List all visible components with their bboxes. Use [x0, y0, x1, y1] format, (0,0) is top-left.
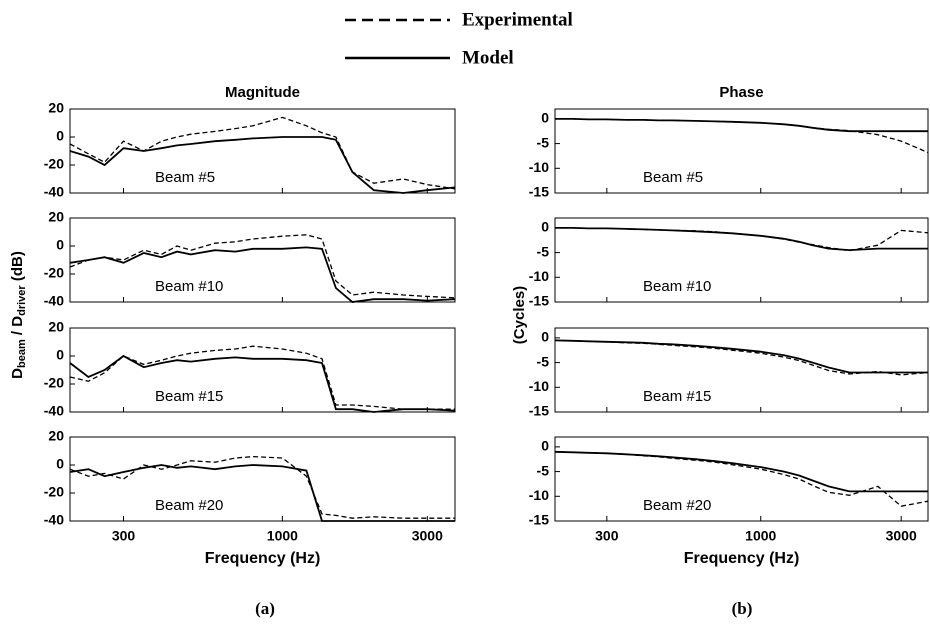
y-tick-label: 20 — [48, 209, 64, 225]
y-tick-label: 0 — [56, 456, 64, 472]
y-tick-label: -5 — [537, 462, 550, 478]
y-label-part: driver — [16, 285, 28, 316]
y-tick-label: 0 — [56, 237, 64, 253]
y-tick-label: -5 — [537, 243, 550, 259]
panel-annotation: Beam #15 — [155, 388, 223, 405]
y-tick-label: 20 — [48, 428, 64, 444]
model-line — [69, 464, 455, 522]
y-tick-label: -10 — [529, 159, 549, 175]
experimental-line — [69, 345, 455, 410]
experimental-line — [555, 118, 929, 154]
y-tick-label: -40 — [44, 293, 64, 309]
model-line — [555, 227, 928, 252]
y-tick-label: -5 — [537, 353, 550, 369]
subfigure-label: (b) — [732, 599, 753, 618]
y-tick-label: -15 — [529, 512, 549, 528]
panel-annotation: Beam #10 — [643, 278, 711, 295]
axes-frame — [554, 108, 929, 194]
y-tick-label: -40 — [44, 512, 64, 528]
y-tick-label: -40 — [44, 403, 64, 419]
experimental-line — [554, 339, 929, 376]
experimental-line — [554, 451, 929, 507]
x-axis-label: Frequency (Hz) — [684, 550, 800, 567]
axes-frame — [554, 217, 929, 303]
y-tick-label: -15 — [529, 184, 549, 200]
model-line — [554, 339, 928, 374]
y-label-part: / D — [9, 316, 26, 340]
y-label-part: beam — [16, 339, 28, 368]
x-tick-label: 3000 — [412, 528, 443, 544]
y-label-part: (dB) — [9, 251, 26, 285]
y-tick-label: -20 — [44, 156, 64, 172]
axes-frame — [554, 327, 929, 413]
y-tick-label: -15 — [529, 293, 549, 309]
axes-frame — [69, 327, 456, 413]
axes-frame — [554, 436, 929, 522]
y-axis-label: Dbeam / Ddriver (dB) — [9, 251, 28, 379]
legend-label: Experimental — [462, 9, 573, 30]
panel-title: Phase — [719, 84, 763, 101]
panel-annotation: Beam #20 — [643, 497, 711, 514]
panel-annotation: Beam #5 — [643, 169, 703, 186]
model-line — [69, 354, 456, 413]
y-tick-label: 0 — [541, 110, 549, 126]
y-tick-label: 0 — [541, 219, 549, 235]
panel-annotation: Beam #10 — [155, 278, 223, 295]
y-tick-label: 20 — [48, 319, 64, 335]
y-tick-label: -20 — [44, 484, 64, 500]
axes-frame — [69, 217, 456, 303]
axes-frame — [69, 436, 456, 522]
legend-label: Model — [462, 47, 514, 68]
y-tick-label: -20 — [44, 265, 64, 281]
y-tick-label: 0 — [56, 128, 64, 144]
panel-annotation: Beam #5 — [155, 169, 215, 186]
experimental-line — [69, 234, 456, 299]
y-tick-label: 0 — [541, 329, 549, 345]
subfigure-label: (a) — [255, 599, 275, 618]
y-tick-label: 0 — [541, 438, 549, 454]
model-line — [555, 118, 928, 133]
y-tick-label: 0 — [56, 347, 64, 363]
y-tick-label: -15 — [529, 403, 549, 419]
y-label-part: D — [9, 368, 26, 379]
x-tick-label: 1000 — [745, 528, 776, 544]
y-tick-label: -10 — [529, 268, 549, 284]
y-tick-label: -10 — [529, 378, 549, 394]
y-tick-label: -40 — [44, 184, 64, 200]
x-tick-label: 300 — [595, 528, 619, 544]
panel-annotation: Beam #20 — [155, 497, 223, 514]
y-axis-label: (Cycles) — [511, 286, 528, 344]
x-tick-label: 1000 — [267, 528, 298, 544]
experimental-line — [69, 116, 456, 190]
y-tick-label: -10 — [529, 487, 549, 503]
y-tick-label: -5 — [537, 134, 550, 150]
y-tick-label: 20 — [48, 100, 64, 116]
model-line — [554, 450, 928, 493]
model-line — [69, 136, 456, 194]
experimental-line — [69, 455, 455, 519]
panel-title: Magnitude — [225, 84, 300, 101]
x-tick-label: 3000 — [886, 528, 917, 544]
x-axis-label: Frequency (Hz) — [205, 550, 321, 567]
panel-annotation: Beam #15 — [643, 388, 711, 405]
x-tick-label: 300 — [112, 528, 136, 544]
experimental-line — [555, 227, 929, 252]
y-tick-label: -20 — [44, 375, 64, 391]
model-line — [69, 246, 456, 303]
